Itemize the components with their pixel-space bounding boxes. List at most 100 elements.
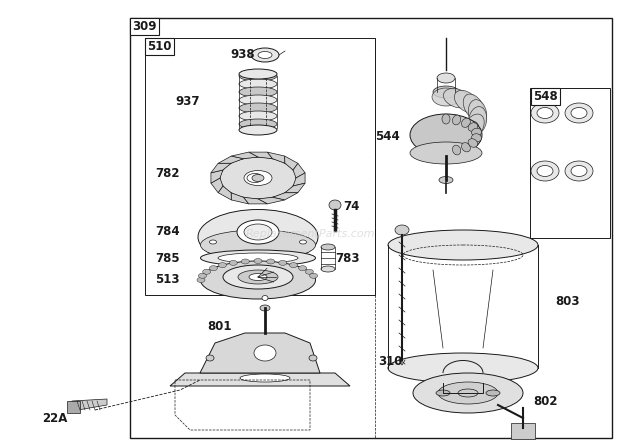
Polygon shape <box>211 170 223 183</box>
Text: 803: 803 <box>555 295 580 308</box>
Ellipse shape <box>531 161 559 181</box>
Text: 801: 801 <box>207 320 231 333</box>
Ellipse shape <box>229 260 237 265</box>
Ellipse shape <box>237 220 279 244</box>
Bar <box>130 18 612 438</box>
Ellipse shape <box>239 125 277 135</box>
Text: 937: 937 <box>175 95 200 108</box>
Ellipse shape <box>439 177 453 184</box>
Ellipse shape <box>198 273 206 278</box>
Ellipse shape <box>454 90 479 113</box>
Ellipse shape <box>388 230 538 260</box>
Ellipse shape <box>200 250 316 266</box>
Bar <box>530 88 610 238</box>
Ellipse shape <box>321 244 335 250</box>
Polygon shape <box>231 152 258 159</box>
Ellipse shape <box>468 139 477 147</box>
Ellipse shape <box>410 114 482 156</box>
Ellipse shape <box>239 95 277 105</box>
Polygon shape <box>211 163 231 173</box>
Ellipse shape <box>239 71 277 81</box>
Polygon shape <box>244 197 267 204</box>
Ellipse shape <box>239 119 277 129</box>
Text: 309: 309 <box>132 20 156 33</box>
Ellipse shape <box>436 390 450 396</box>
Ellipse shape <box>443 89 471 108</box>
Ellipse shape <box>463 94 484 120</box>
Ellipse shape <box>388 353 538 383</box>
Ellipse shape <box>454 121 479 144</box>
Text: 782: 782 <box>155 167 180 180</box>
Ellipse shape <box>218 253 298 263</box>
Ellipse shape <box>537 165 553 177</box>
Ellipse shape <box>468 99 487 127</box>
Ellipse shape <box>241 259 249 264</box>
Ellipse shape <box>223 265 293 289</box>
Ellipse shape <box>468 123 477 131</box>
Polygon shape <box>273 193 298 200</box>
Text: 513: 513 <box>155 273 180 286</box>
Polygon shape <box>293 173 305 186</box>
Polygon shape <box>293 164 305 178</box>
Ellipse shape <box>249 273 267 280</box>
Ellipse shape <box>262 296 268 301</box>
Ellipse shape <box>254 255 262 259</box>
Ellipse shape <box>239 103 277 113</box>
Ellipse shape <box>531 103 559 123</box>
Ellipse shape <box>200 230 316 260</box>
Ellipse shape <box>395 225 409 235</box>
Polygon shape <box>72 399 107 411</box>
Polygon shape <box>211 178 223 193</box>
Ellipse shape <box>203 269 211 274</box>
Ellipse shape <box>299 266 306 271</box>
Ellipse shape <box>306 269 313 274</box>
Ellipse shape <box>299 240 306 244</box>
Ellipse shape <box>239 69 277 79</box>
Ellipse shape <box>198 210 318 264</box>
Text: 510: 510 <box>147 40 172 53</box>
Text: 802: 802 <box>533 395 557 408</box>
Ellipse shape <box>244 224 272 240</box>
Text: 784: 784 <box>155 225 180 238</box>
Polygon shape <box>170 373 350 386</box>
Ellipse shape <box>309 355 317 361</box>
Ellipse shape <box>218 263 226 267</box>
Ellipse shape <box>461 118 471 127</box>
Ellipse shape <box>468 107 487 134</box>
Ellipse shape <box>461 142 471 152</box>
Ellipse shape <box>437 73 455 83</box>
Polygon shape <box>200 333 320 373</box>
Ellipse shape <box>309 273 317 278</box>
Ellipse shape <box>290 263 298 267</box>
Ellipse shape <box>463 114 484 140</box>
Ellipse shape <box>486 390 500 396</box>
Polygon shape <box>249 152 273 159</box>
Ellipse shape <box>279 260 286 265</box>
Ellipse shape <box>433 86 459 98</box>
Polygon shape <box>218 186 231 200</box>
Polygon shape <box>67 401 80 413</box>
Ellipse shape <box>240 374 290 382</box>
Ellipse shape <box>329 200 341 210</box>
Ellipse shape <box>472 128 482 136</box>
Ellipse shape <box>571 108 587 119</box>
Bar <box>145 38 375 295</box>
Ellipse shape <box>442 114 450 124</box>
Ellipse shape <box>197 277 205 283</box>
Ellipse shape <box>267 259 275 264</box>
Polygon shape <box>258 197 285 204</box>
Text: 783: 783 <box>335 252 360 265</box>
Ellipse shape <box>413 373 523 413</box>
Ellipse shape <box>244 171 272 185</box>
Ellipse shape <box>571 165 587 177</box>
Text: 22A: 22A <box>42 412 68 425</box>
Ellipse shape <box>254 258 262 263</box>
Ellipse shape <box>206 355 214 361</box>
Ellipse shape <box>238 270 278 284</box>
Ellipse shape <box>260 305 270 311</box>
Ellipse shape <box>472 134 482 142</box>
Polygon shape <box>285 183 305 193</box>
Polygon shape <box>285 156 298 170</box>
Ellipse shape <box>458 389 478 397</box>
Ellipse shape <box>438 382 498 404</box>
